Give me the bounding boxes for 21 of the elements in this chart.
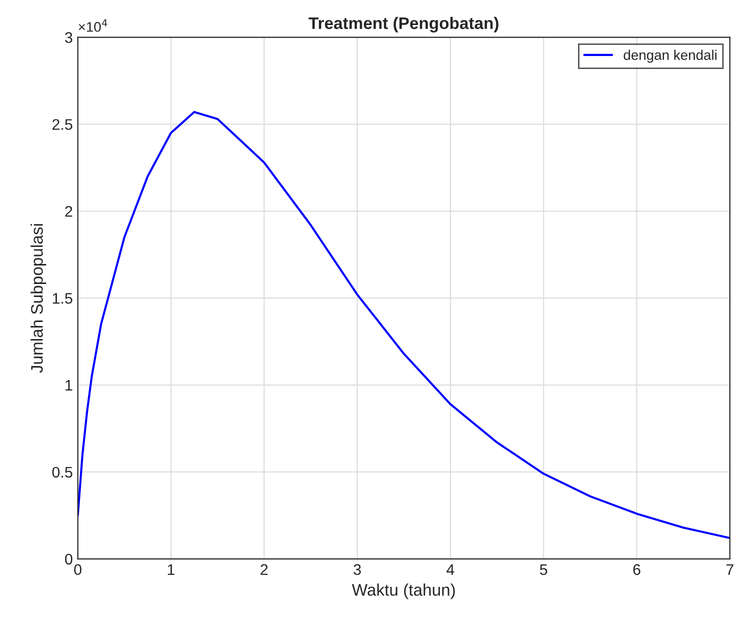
y-tick-label: 2: [65, 206, 72, 217]
x-tick-label: 2: [260, 564, 268, 575]
x-tick-label: 6: [633, 564, 640, 575]
y-tick-label: 1.5: [52, 293, 72, 304]
y-tick-label: 0.5: [52, 466, 72, 478]
x-tick-label: 4: [446, 564, 454, 575]
x-tick-label: 1: [168, 564, 174, 575]
y-tick-label: 2.5: [52, 119, 72, 130]
text: ×10$^{4}$: [78, 19, 108, 32]
chart-title: Treatment (Pengobatan): [308, 16, 498, 32]
x-tick-label: 3: [354, 564, 361, 575]
y-tick-label: 1: [66, 380, 72, 391]
x-tick-label: 5: [540, 564, 548, 575]
y-tick-label: 0: [65, 554, 72, 565]
y-axis-title: Jumlah Subpopulasi: [30, 224, 46, 373]
x-tick-label: 7: [726, 564, 734, 575]
y-tick-label: 3: [65, 32, 72, 43]
x-tick-label: 0: [74, 564, 82, 575]
line-series: [78, 110, 730, 540]
legend-label: dengan kendali: [624, 50, 716, 63]
x-axis-title: Waktu (tahun): [352, 584, 455, 600]
